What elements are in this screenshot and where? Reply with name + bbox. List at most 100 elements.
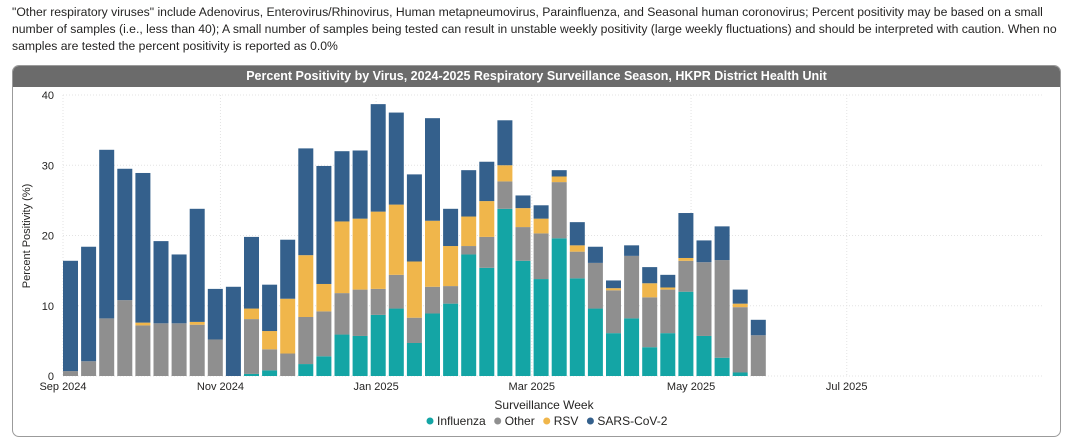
bar-other xyxy=(63,371,78,376)
y-tick-label: 20 xyxy=(42,231,54,243)
bar-other xyxy=(425,286,440,314)
legend-marker xyxy=(494,417,502,425)
bar-rsv xyxy=(388,204,404,275)
bar-influenza xyxy=(606,333,621,376)
bar-sars-cov-2 xyxy=(298,148,314,256)
bar-rsv xyxy=(352,218,368,290)
bar-other xyxy=(117,300,133,376)
bar-rsv xyxy=(280,298,296,354)
bar-sars-cov-2 xyxy=(334,151,350,222)
bar-influenza xyxy=(497,208,513,376)
bar-rsv xyxy=(425,220,440,287)
y-tick-label: 0 xyxy=(48,371,54,383)
bar-other xyxy=(244,319,259,374)
bar-influenza xyxy=(370,314,386,376)
bar-other xyxy=(298,316,314,365)
bar-sars-cov-2 xyxy=(750,319,766,336)
bar-rsv xyxy=(642,283,658,298)
bar-sars-cov-2 xyxy=(117,168,133,301)
bar-other xyxy=(696,262,712,336)
bar-other xyxy=(171,323,187,376)
bar-sars-cov-2 xyxy=(678,213,694,258)
bar-rsv xyxy=(135,322,151,326)
bar-sars-cov-2 xyxy=(587,246,603,263)
bar-sars-cov-2 xyxy=(171,254,187,324)
y-tick-label: 40 xyxy=(42,90,54,102)
bar-influenza xyxy=(569,278,585,376)
bar-rsv xyxy=(316,283,332,312)
bar-other xyxy=(316,311,332,357)
bar-rsv xyxy=(551,176,567,183)
bar-sars-cov-2 xyxy=(280,239,296,299)
bar-influenza xyxy=(298,364,314,376)
bar-other xyxy=(352,289,368,336)
bar-sars-cov-2 xyxy=(406,174,422,262)
legend-marker xyxy=(586,417,594,425)
bar-rsv xyxy=(533,218,549,234)
legend-label: SARS-CoV-2 xyxy=(597,414,667,428)
bar-other xyxy=(551,182,567,239)
bar-influenza xyxy=(443,303,459,376)
bar-influenza xyxy=(479,267,495,376)
bar-other xyxy=(443,286,459,304)
bar-rsv xyxy=(370,211,386,289)
bar-other xyxy=(461,246,477,255)
bars xyxy=(63,104,766,376)
bar-sars-cov-2 xyxy=(443,208,459,247)
bar-rsv xyxy=(497,165,513,182)
bar-rsv xyxy=(443,246,459,287)
bar-sars-cov-2 xyxy=(388,112,404,205)
bar-other xyxy=(189,324,205,376)
bar-other xyxy=(569,251,585,279)
footnote-text: "Other respiratory viruses" include Aden… xyxy=(12,5,1057,53)
bar-other xyxy=(678,260,694,292)
bar-influenza xyxy=(587,308,603,376)
bar-influenza xyxy=(551,238,567,376)
bar-sars-cov-2 xyxy=(624,245,640,256)
bar-other xyxy=(642,297,658,348)
bar-other xyxy=(388,274,404,309)
bar-influenza xyxy=(732,372,748,376)
bar-sars-cov-2 xyxy=(352,150,368,219)
bar-other xyxy=(660,289,676,334)
bar-sars-cov-2 xyxy=(497,120,513,166)
x-axis-ticks: Sep 2024 Nov 2024 Jan 2025 Mar 2025 May 2025… xyxy=(39,381,867,393)
bar-influenza xyxy=(660,333,676,376)
bar-sars-cov-2 xyxy=(479,161,495,202)
bar-other xyxy=(479,236,495,268)
bar-sars-cov-2 xyxy=(606,280,621,289)
bar-other xyxy=(99,318,115,376)
bar-other xyxy=(732,307,748,373)
bar-other xyxy=(334,293,350,335)
legend-label: RSV xyxy=(554,414,579,428)
bar-rsv xyxy=(479,201,495,237)
bar-rsv xyxy=(298,255,314,317)
bar-sars-cov-2 xyxy=(207,288,223,340)
bar-other xyxy=(606,290,621,334)
bar-sars-cov-2 xyxy=(153,241,169,324)
bar-rsv xyxy=(678,257,694,261)
legend-marker xyxy=(426,417,434,425)
x-tick-label: Mar 2025 xyxy=(509,381,555,393)
bar-influenza xyxy=(244,373,259,376)
bar-other xyxy=(587,262,603,309)
bar-rsv xyxy=(660,287,676,290)
bar-rsv xyxy=(189,321,205,325)
legend-marker xyxy=(543,417,551,425)
bar-rsv xyxy=(461,216,477,247)
bar-influenza xyxy=(406,342,422,376)
legend-label: Influenza xyxy=(437,414,486,428)
bar-influenza xyxy=(678,291,694,376)
bar-other xyxy=(153,323,169,376)
bar-sars-cov-2 xyxy=(714,226,730,261)
y-tick-label: 30 xyxy=(42,160,54,172)
bar-sars-cov-2 xyxy=(660,274,676,288)
bar-rsv xyxy=(406,261,422,318)
bar-sars-cov-2 xyxy=(135,172,151,323)
bar-rsv xyxy=(732,303,748,308)
bar-influenza xyxy=(388,308,404,376)
bar-sars-cov-2 xyxy=(569,222,585,246)
bar-sars-cov-2 xyxy=(189,208,205,322)
bar-other xyxy=(714,260,730,358)
y-axis-ticks: 0 10 20 30 40 xyxy=(42,90,54,383)
